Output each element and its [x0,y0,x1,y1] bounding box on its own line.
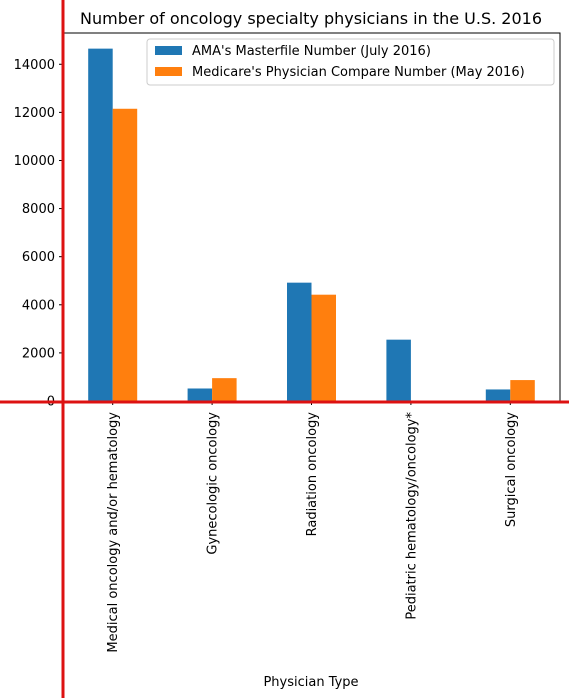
x-tick-label: Pediatric hematology/oncology* [404,412,419,620]
y-tick-label: 2000 [22,346,55,361]
bar-1-5 [485,389,511,401]
legend-box [146,38,555,86]
x-tick-label: Medical oncology and/or hematology [106,412,121,653]
legend-label-2: Medicare's Physician Compare Number (May… [192,65,525,80]
bar-1-2 [187,388,213,401]
y-tick-label: 10000 [14,154,55,169]
bar-2-1 [112,108,138,401]
chart-title: Number of oncology specialty physicians … [80,9,542,28]
y-tick-label: 8000 [22,202,55,217]
x-tick-label: Gynecologic oncology [206,412,221,555]
y-tick-label: 14000 [14,58,55,73]
y-tick-label: 6000 [22,250,55,265]
legend-swatch-2 [155,67,182,76]
y-axis: 02000400060008000100001200014000 [14,58,63,410]
legend-label-1: AMA's Masterfile Number (July 2016) [192,44,431,59]
bar-2-3 [311,294,336,401]
bar-1-3 [287,282,312,401]
x-tick-label: Radiation oncology [305,412,320,537]
bar-1-4 [386,339,411,401]
x-axis-title: Physician Type [263,675,358,690]
x-axis: Medical oncology and/or hematology Gyneco… [106,401,519,653]
x-tick-label: Surgical oncology [504,412,519,527]
bar-2-2 [212,378,237,401]
legend: AMA's Masterfile Number (July 2016) Medic… [146,38,555,86]
bar-1-1 [88,48,113,402]
bar-2-5 [510,380,535,401]
y-tick-label: 4000 [22,298,55,313]
legend-swatch-1 [155,46,182,55]
y-tick-label: 12000 [14,106,55,121]
plot-area [62,32,561,402]
